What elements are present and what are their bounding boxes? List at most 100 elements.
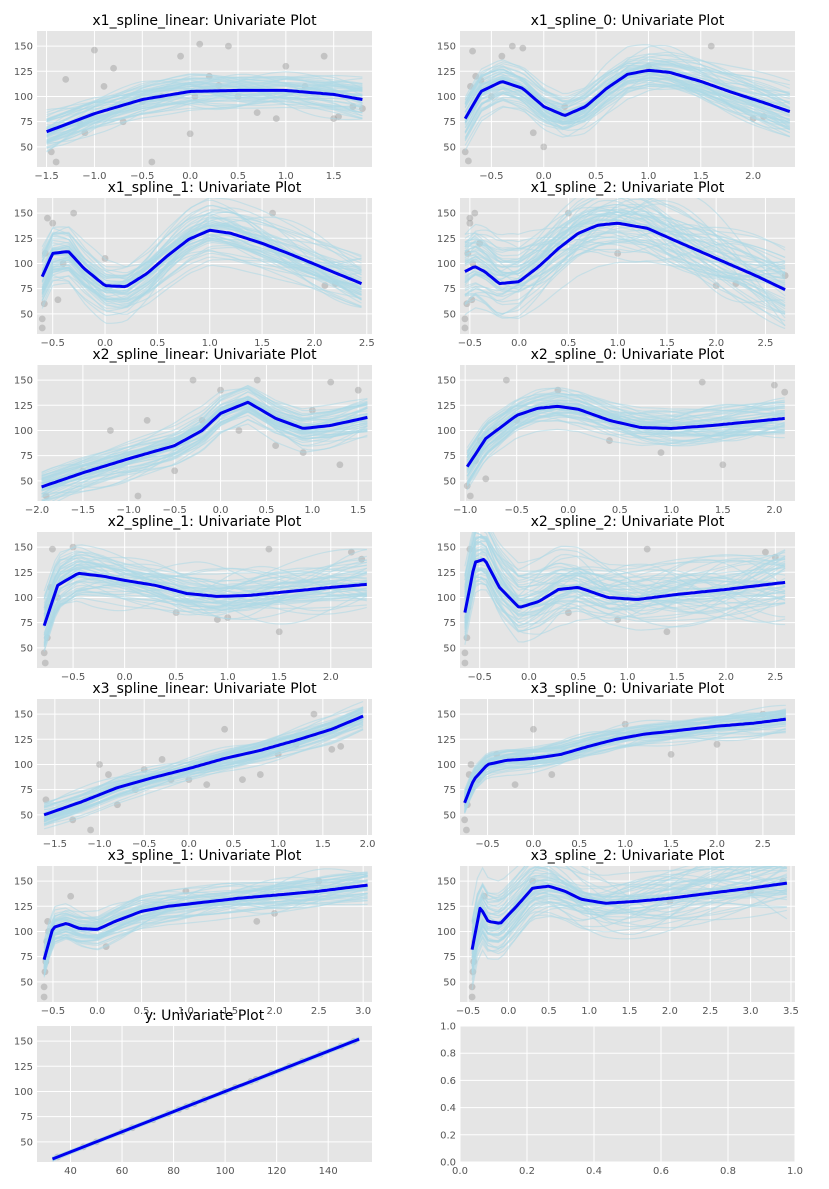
x-tick-label: 0.6 xyxy=(653,1166,669,1177)
y-tick-label: 100 xyxy=(14,92,33,103)
sample-curve xyxy=(43,572,367,646)
x-tick-label: 1.0 xyxy=(270,839,286,850)
sample-curve xyxy=(43,882,368,956)
sample-curve xyxy=(43,551,368,617)
y-tick-label: 100 xyxy=(14,593,33,604)
x-tick-label: 3.0 xyxy=(355,1006,371,1017)
sample-curve xyxy=(471,866,775,932)
mean-line xyxy=(464,221,786,292)
x-tick-label: 1.5 xyxy=(669,672,685,683)
sample-curve xyxy=(41,254,362,303)
y-tick-label: 1.0 xyxy=(440,1022,456,1033)
y-tick-label: 125 xyxy=(14,67,33,78)
sample-curve xyxy=(471,866,787,947)
data-point xyxy=(310,710,318,718)
data-point xyxy=(225,42,232,50)
x-tick-label: 1.5 xyxy=(254,338,270,349)
x-tick-label: −0.5 xyxy=(61,672,85,683)
data-point xyxy=(471,209,479,217)
subplot-14: 0.0 0.2 0.4 0.6 0.8 1.0 0.0 0.2 0.4 0.6 0.8 1.0 xyxy=(440,1022,803,1178)
y-tick-label: 75 xyxy=(443,952,456,963)
y-tick-label: 150 xyxy=(14,376,33,387)
sample-curve xyxy=(464,64,790,137)
x-tick-label: 2.0 xyxy=(766,505,782,516)
subplot-title: x1_spline_0: Univariate Plot xyxy=(531,13,725,29)
y-tick-label: 75 xyxy=(20,618,33,629)
mean-line xyxy=(42,883,368,961)
sample-curve xyxy=(43,895,368,970)
y-tick-label: 100 xyxy=(14,927,33,938)
subplot-5: −2.0 −1.5 −1.0 −0.5 0.0 0.5 1.0 1.5 50 75 100 125 15… xyxy=(14,347,372,516)
data-point xyxy=(272,115,280,123)
y-tick-label: 75 xyxy=(20,785,33,796)
sample-curve xyxy=(464,204,786,304)
x-tick-label: −1.5 xyxy=(71,505,95,516)
x-tick-label: −0.5 xyxy=(41,1006,65,1017)
y-tick-label: 75 xyxy=(443,785,456,796)
y-tick-label: 50 xyxy=(443,810,456,821)
sample-curve xyxy=(41,409,368,501)
x-tick-label: 0.5 xyxy=(134,1006,150,1017)
sample-curve xyxy=(41,234,362,301)
plot-content xyxy=(40,868,368,1001)
data-point xyxy=(148,158,156,166)
sample-curve xyxy=(466,415,785,470)
x-tick-label: 1.5 xyxy=(326,171,342,182)
data-point xyxy=(62,75,70,83)
plot-content xyxy=(461,42,791,165)
mean-line xyxy=(46,88,363,134)
y-tick-label: 150 xyxy=(14,710,33,721)
sample-curve xyxy=(464,536,786,590)
y-tick-label: 100 xyxy=(14,760,33,771)
y-tick-label: 50 xyxy=(20,643,33,654)
plot-content xyxy=(40,543,368,667)
y-tick-label: 50 xyxy=(20,977,33,988)
sample-curve xyxy=(464,723,786,814)
subplot-8: −0.5 0.0 0.5 1.0 1.5 2.0 2.5 50 75 100 125 150 x2_sp… xyxy=(437,514,795,683)
sample-curve xyxy=(471,880,788,964)
data-point xyxy=(70,209,78,217)
x-tick-label: −0.5 xyxy=(468,672,492,683)
sample-curve xyxy=(471,873,787,940)
sample-curve xyxy=(464,241,786,315)
data-point xyxy=(467,761,475,768)
mean-line xyxy=(463,558,786,613)
x-tick-label: 0.0 xyxy=(452,1166,468,1177)
x-tick-label: −1.5 xyxy=(43,839,67,850)
x-tick-label: 2.5 xyxy=(359,338,375,349)
x-tick-label: 0.5 xyxy=(560,338,576,349)
y-tick-label: 100 xyxy=(14,259,33,270)
subplot-title: x2_spline_1: Univariate Plot xyxy=(108,514,302,530)
data-point xyxy=(96,761,103,768)
subplot-title: x1_spline_linear: Univariate Plot xyxy=(92,13,317,29)
y-tick-label: 125 xyxy=(437,902,456,913)
y-tick-label: 125 xyxy=(14,735,33,746)
x-tick-label: 2.0 xyxy=(708,338,724,349)
y-tick-label: 50 xyxy=(20,1137,33,1148)
y-tick-label: 50 xyxy=(443,977,456,988)
sample-curve xyxy=(464,58,790,113)
data-point xyxy=(463,826,470,834)
x-tick-label: 0.4 xyxy=(586,1166,602,1177)
data-point xyxy=(327,378,335,386)
sample-curve xyxy=(41,396,368,492)
sample-curve xyxy=(43,570,367,636)
sample-curve xyxy=(464,572,786,638)
data-point xyxy=(770,381,778,389)
x-tick-label: −1.0 xyxy=(82,171,106,182)
sample-curve xyxy=(464,576,786,629)
data-point xyxy=(253,918,261,925)
x-tick-label: 2.5 xyxy=(767,672,783,683)
y-tick-label: 50 xyxy=(20,476,33,487)
x-tick-label: 1.5 xyxy=(350,505,366,516)
data-point xyxy=(224,614,232,622)
sample-curve xyxy=(43,555,367,646)
sample-curve xyxy=(471,890,787,967)
y-tick-label: 125 xyxy=(437,401,456,412)
x-tick-label: 0.5 xyxy=(258,505,274,516)
sample-curve xyxy=(464,569,786,625)
sample-curve xyxy=(43,551,367,604)
subplot-2: −0.5 0.0 0.5 1.0 1.5 2.0 50 75 100 125 150 x1_splin… xyxy=(437,13,795,182)
data-point xyxy=(100,83,108,90)
sample-curve xyxy=(46,76,363,120)
